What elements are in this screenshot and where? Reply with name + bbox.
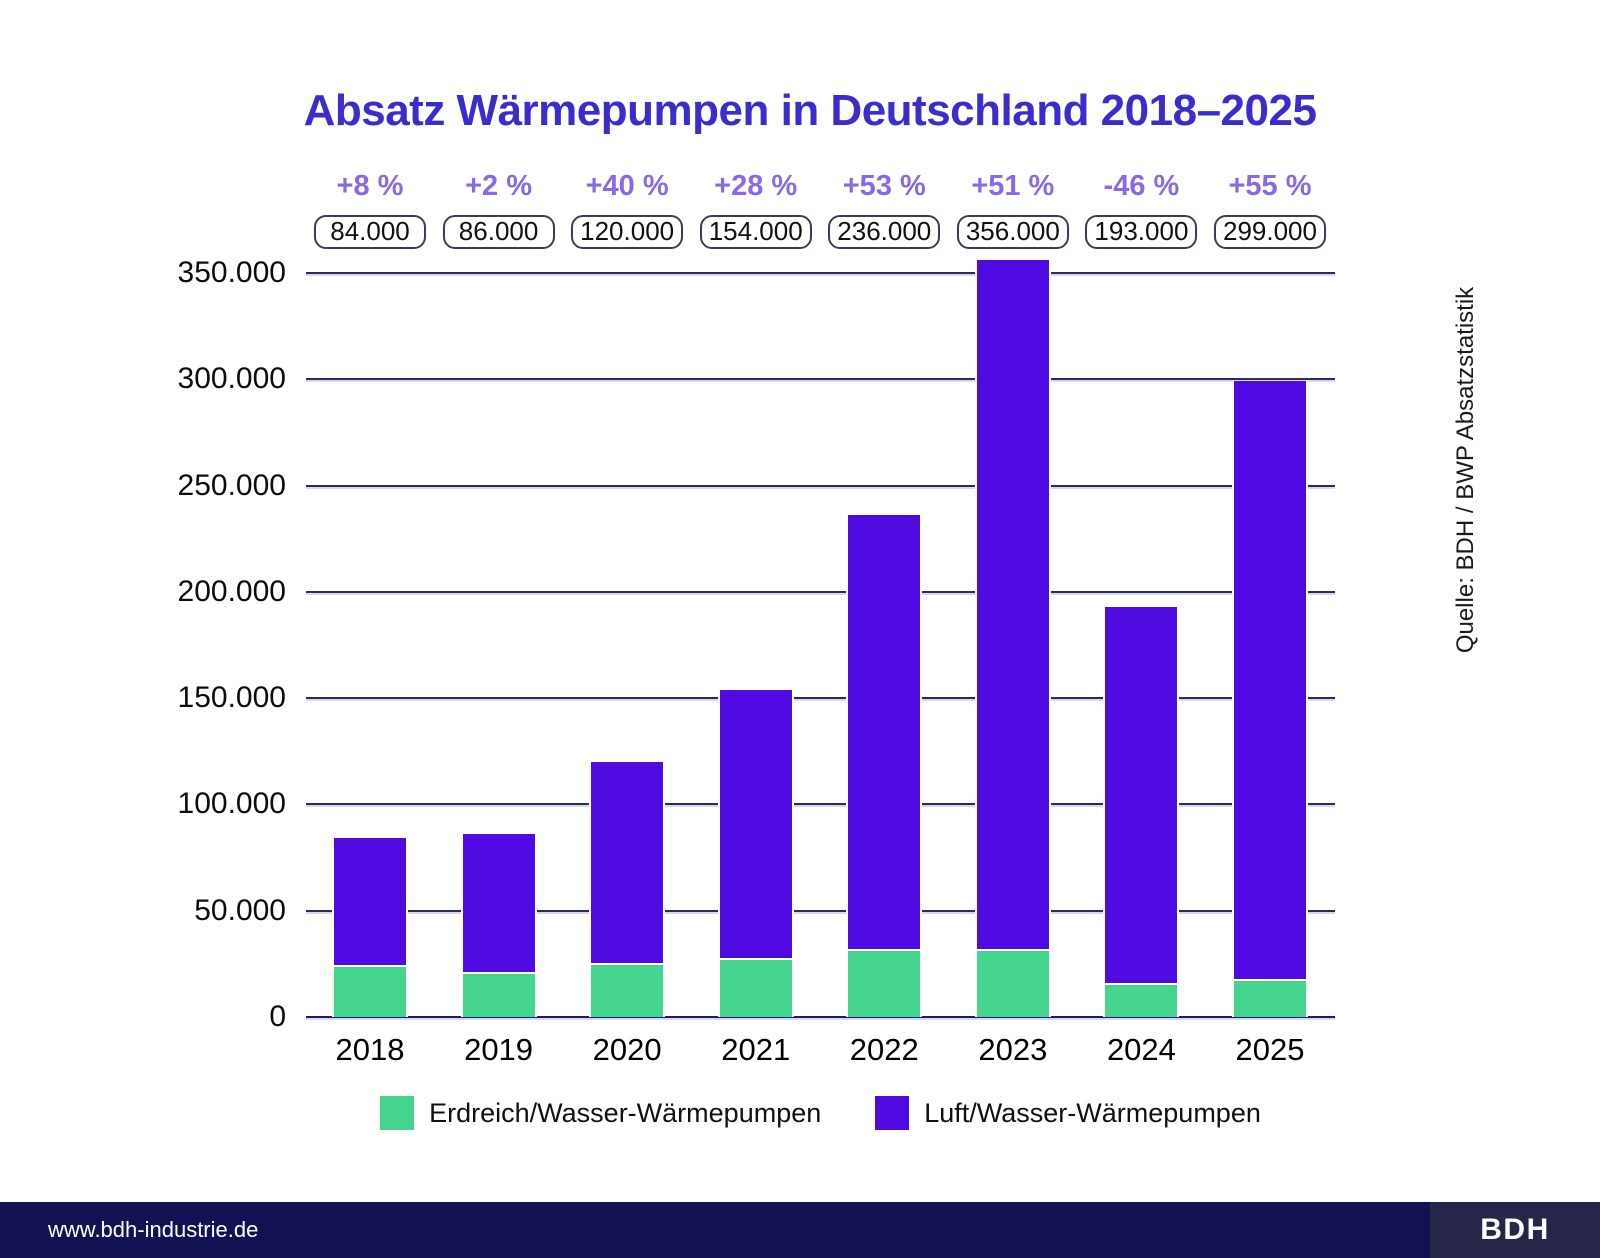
bar-segment-luft-wasser — [591, 762, 664, 965]
bar-segment-luft-wasser — [719, 690, 792, 960]
legend-label: Erdreich/Wasser-Wärmepumpen — [429, 1097, 822, 1128]
percent-change-label: +8 % — [336, 170, 404, 202]
stacked-bar — [589, 762, 666, 1017]
y-axis-tick-label: 150.000 — [177, 681, 286, 715]
legend-swatch — [875, 1096, 910, 1130]
y-axis-tick-label: 0 — [269, 1000, 286, 1033]
bar-segment-erdreich-wasser — [848, 951, 921, 1017]
grid-line — [306, 590, 1335, 593]
x-axis-label: 2020 — [592, 1032, 662, 1067]
stacked-bar — [846, 515, 923, 1017]
x-axis-label: 2025 — [1235, 1032, 1305, 1067]
stacked-bar — [1231, 381, 1308, 1017]
y-axis-tick-label: 200.000 — [177, 574, 286, 608]
bar-segment-erdreich-wasser — [462, 974, 535, 1017]
bar-segment-erdreich-wasser — [719, 960, 792, 1017]
website-text: www.bdh-industrie.de — [48, 1217, 259, 1242]
grid-line — [306, 803, 1335, 806]
stacked-bar — [332, 838, 408, 1017]
legend-label: Luft/Wasser-Wärmepumpen — [924, 1097, 1261, 1128]
bdh-logo: BDH — [1430, 1202, 1600, 1258]
chart-legend: Erdreich/Wasser-Wärmepumpen Luft/Wasser-W… — [306, 1096, 1335, 1130]
percent-change-label: -46 % — [1103, 170, 1180, 202]
legend-item: Erdreich/Wasser-Wärmepumpen — [380, 1096, 821, 1130]
total-value-box: 299.000 — [1213, 215, 1326, 249]
stacked-bar — [717, 690, 794, 1017]
total-value-box: 356.000 — [956, 215, 1069, 249]
total-value-box: 86.000 — [442, 215, 555, 249]
y-axis-tick-label: 300.000 — [177, 362, 286, 396]
x-axis-label: 2024 — [1106, 1032, 1176, 1067]
source-note: Quelle: BDH / BWP Absatzstatistik — [1452, 286, 1479, 654]
bar-segment-erdreich-wasser — [1105, 985, 1178, 1017]
total-value-box: 84.000 — [314, 215, 426, 249]
bar-segment-erdreich-wasser — [976, 951, 1049, 1017]
grid-line — [306, 1016, 1335, 1018]
grid-line — [306, 909, 1335, 912]
bar-segment-erdreich-wasser — [1233, 981, 1306, 1017]
y-axis-tick-label: 350.000 — [177, 256, 286, 289]
percent-change-label: +2 % — [465, 170, 533, 202]
x-axis-label: 2019 — [464, 1032, 534, 1067]
footer-bar: www.bdh-industrie.de BDH — [0, 1202, 1600, 1258]
bar-segment-luft-wasser — [1233, 381, 1306, 981]
percent-change-label: +55 % — [1228, 170, 1312, 202]
percent-change-label: +28 % — [714, 170, 798, 202]
total-value-box: 120.000 — [571, 215, 684, 249]
y-axis-tick-label: 50.000 — [194, 893, 286, 927]
bar-segment-erdreich-wasser — [334, 967, 406, 1017]
bar-segment-luft-wasser — [976, 260, 1049, 951]
legend-item: Luft/Wasser-Wärmepumpen — [875, 1096, 1261, 1130]
stacked-bar — [460, 834, 537, 1017]
x-axis-label: 2018 — [335, 1032, 405, 1067]
total-value-box: 236.000 — [828, 215, 941, 249]
total-value-box: 154.000 — [699, 215, 812, 249]
bdh-logo-text: BDH — [1480, 1213, 1550, 1246]
grid-line — [306, 697, 1335, 700]
chart-title: Absatz Wärmepumpen in Deutschland 2018–2… — [303, 86, 1317, 135]
x-axis-label: 2022 — [849, 1032, 919, 1067]
percent-change-label: +53 % — [842, 170, 926, 202]
stacked-bar — [974, 260, 1051, 1017]
percent-change-label: +51 % — [971, 170, 1055, 202]
grid-line — [306, 272, 1335, 274]
total-value-box: 193.000 — [1085, 215, 1198, 249]
percent-change-label: +40 % — [585, 170, 669, 202]
x-axis-label: 2023 — [978, 1032, 1048, 1067]
y-axis-tick-label: 250.000 — [177, 468, 286, 502]
bar-segment-luft-wasser — [462, 834, 535, 974]
bar-segment-erdreich-wasser — [591, 965, 664, 1017]
legend-swatch — [380, 1096, 415, 1130]
y-axis-tick-label: 100.000 — [177, 787, 286, 821]
bar-segment-luft-wasser — [848, 515, 921, 951]
bar-segment-luft-wasser — [334, 838, 406, 967]
grid-line — [306, 484, 1335, 487]
stacked-bar — [1103, 607, 1180, 1017]
bar-segment-luft-wasser — [1105, 607, 1178, 985]
x-axis-label: 2021 — [721, 1032, 791, 1067]
grid-line — [306, 378, 1335, 381]
